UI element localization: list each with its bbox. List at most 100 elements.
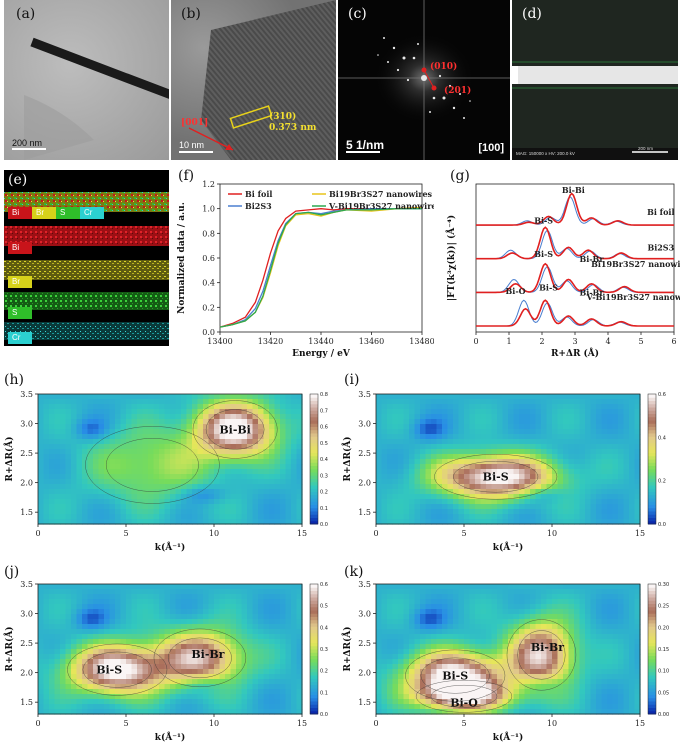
heatmap-cell <box>514 464 520 470</box>
heatmap-cell <box>82 634 88 640</box>
heatmap-cell <box>541 444 547 450</box>
heatmap-cell <box>77 414 83 420</box>
heatmap-cell <box>286 469 292 475</box>
heatmap-cell <box>602 504 608 510</box>
heatmap-cell <box>552 499 558 505</box>
heatmap-cell <box>387 609 393 615</box>
heatmap-cell <box>453 459 459 465</box>
heatmap-cell <box>55 499 61 505</box>
heatmap-cell <box>170 509 176 515</box>
heatmap-cell <box>382 594 388 600</box>
heatmap-cell <box>71 659 77 665</box>
heatmap-cell <box>143 664 149 670</box>
heatmap-cell <box>475 474 481 480</box>
y-tick-label: 1.0 <box>202 205 215 214</box>
heatmap-cell <box>536 404 542 410</box>
heatmap-cell <box>624 404 630 410</box>
heatmap-cell <box>508 394 514 400</box>
colorbar-step <box>310 620 318 624</box>
heatmap-cell <box>66 459 72 465</box>
heatmap-cell <box>60 679 66 685</box>
heatmap-cell <box>99 444 105 450</box>
heatmap-cell <box>66 509 72 515</box>
heatmap-cell <box>159 514 165 520</box>
heatmap-cell <box>376 589 382 595</box>
heatmap-cell <box>214 484 220 490</box>
heatmap-cell <box>181 464 187 470</box>
heatmap-cell <box>198 629 204 635</box>
y-axis-title: |FT(k³χ(k))| (Å⁻⁴) <box>445 215 457 301</box>
heatmap-cell <box>629 449 635 455</box>
heatmap-cell <box>220 694 226 700</box>
heatmap-cell <box>55 479 61 485</box>
heatmap-cell <box>93 469 99 475</box>
heatmap-cell <box>66 614 72 620</box>
heatmap-cell <box>187 499 193 505</box>
heatmap-cell <box>181 629 187 635</box>
heatmap-cell <box>525 509 531 515</box>
heatmap-cell <box>242 704 248 710</box>
heatmap-cell <box>591 474 597 480</box>
heatmap-cell <box>437 474 443 480</box>
heatmap-cell <box>280 694 286 700</box>
heatmap-cell <box>77 489 83 495</box>
heatmap-cell <box>497 649 503 655</box>
heatmap-cell <box>448 469 454 475</box>
heatmap-cell <box>181 429 187 435</box>
heatmap-cell <box>453 619 459 625</box>
heatmap-cell <box>547 654 553 660</box>
heatmap-cell <box>382 459 388 465</box>
heatmap-cell <box>497 594 503 600</box>
heatmap-cell <box>66 649 72 655</box>
heatmap-cell <box>459 394 465 400</box>
heatmap-cell <box>398 684 404 690</box>
heatmap-cell <box>448 504 454 510</box>
x-tick-label: 1 <box>506 337 511 346</box>
heatmap-cell <box>143 669 149 675</box>
heatmap-cell <box>187 394 193 400</box>
heatmap-cell <box>514 599 520 605</box>
heatmap-cell <box>486 484 492 490</box>
heatmap-cell <box>242 409 248 415</box>
heatmap-cell <box>165 624 171 630</box>
heatmap-cell <box>602 429 608 435</box>
heatmap-cell <box>552 669 558 675</box>
heatmap-cell <box>530 589 536 595</box>
heatmap-cell <box>88 424 94 430</box>
heatmap-cell <box>426 659 432 665</box>
heatmap-cell <box>558 479 564 485</box>
heatmap-cell <box>176 654 182 660</box>
heatmap-cell <box>519 679 525 685</box>
heatmap-cell <box>475 654 481 660</box>
heatmap-cell <box>280 659 286 665</box>
heatmap-cell <box>497 489 503 495</box>
heatmap-cell <box>426 629 432 635</box>
heatmap-cell <box>154 469 160 475</box>
heatmap-cell <box>470 624 476 630</box>
heatmap-cell <box>148 434 154 440</box>
heatmap-cell <box>77 694 83 700</box>
heatmap-cell <box>437 399 443 405</box>
heatmap-cell <box>71 589 77 595</box>
heatmap-cell <box>448 514 454 520</box>
heatmap-cell <box>591 479 597 485</box>
heatmap-cell <box>420 514 426 520</box>
heatmap-cell <box>77 404 83 410</box>
heatmap-cell <box>382 484 388 490</box>
heatmap-cell <box>247 459 253 465</box>
heatmap-cell <box>431 494 437 500</box>
heatmap-cell <box>55 454 61 460</box>
heatmap-cell <box>49 479 55 485</box>
heatmap-cell <box>291 704 297 710</box>
heatmap-cell <box>547 419 553 425</box>
heatmap-cell <box>541 449 547 455</box>
heatmap-cell <box>88 704 94 710</box>
heatmap-cell <box>242 699 248 705</box>
heatmap-cell <box>530 584 536 590</box>
heatmap-cell <box>558 469 564 475</box>
heatmap-cell <box>49 394 55 400</box>
colorbar-step <box>648 475 656 479</box>
heatmap-cell <box>187 479 193 485</box>
heatmap-cell <box>448 439 454 445</box>
heatmap-cell <box>71 679 77 685</box>
